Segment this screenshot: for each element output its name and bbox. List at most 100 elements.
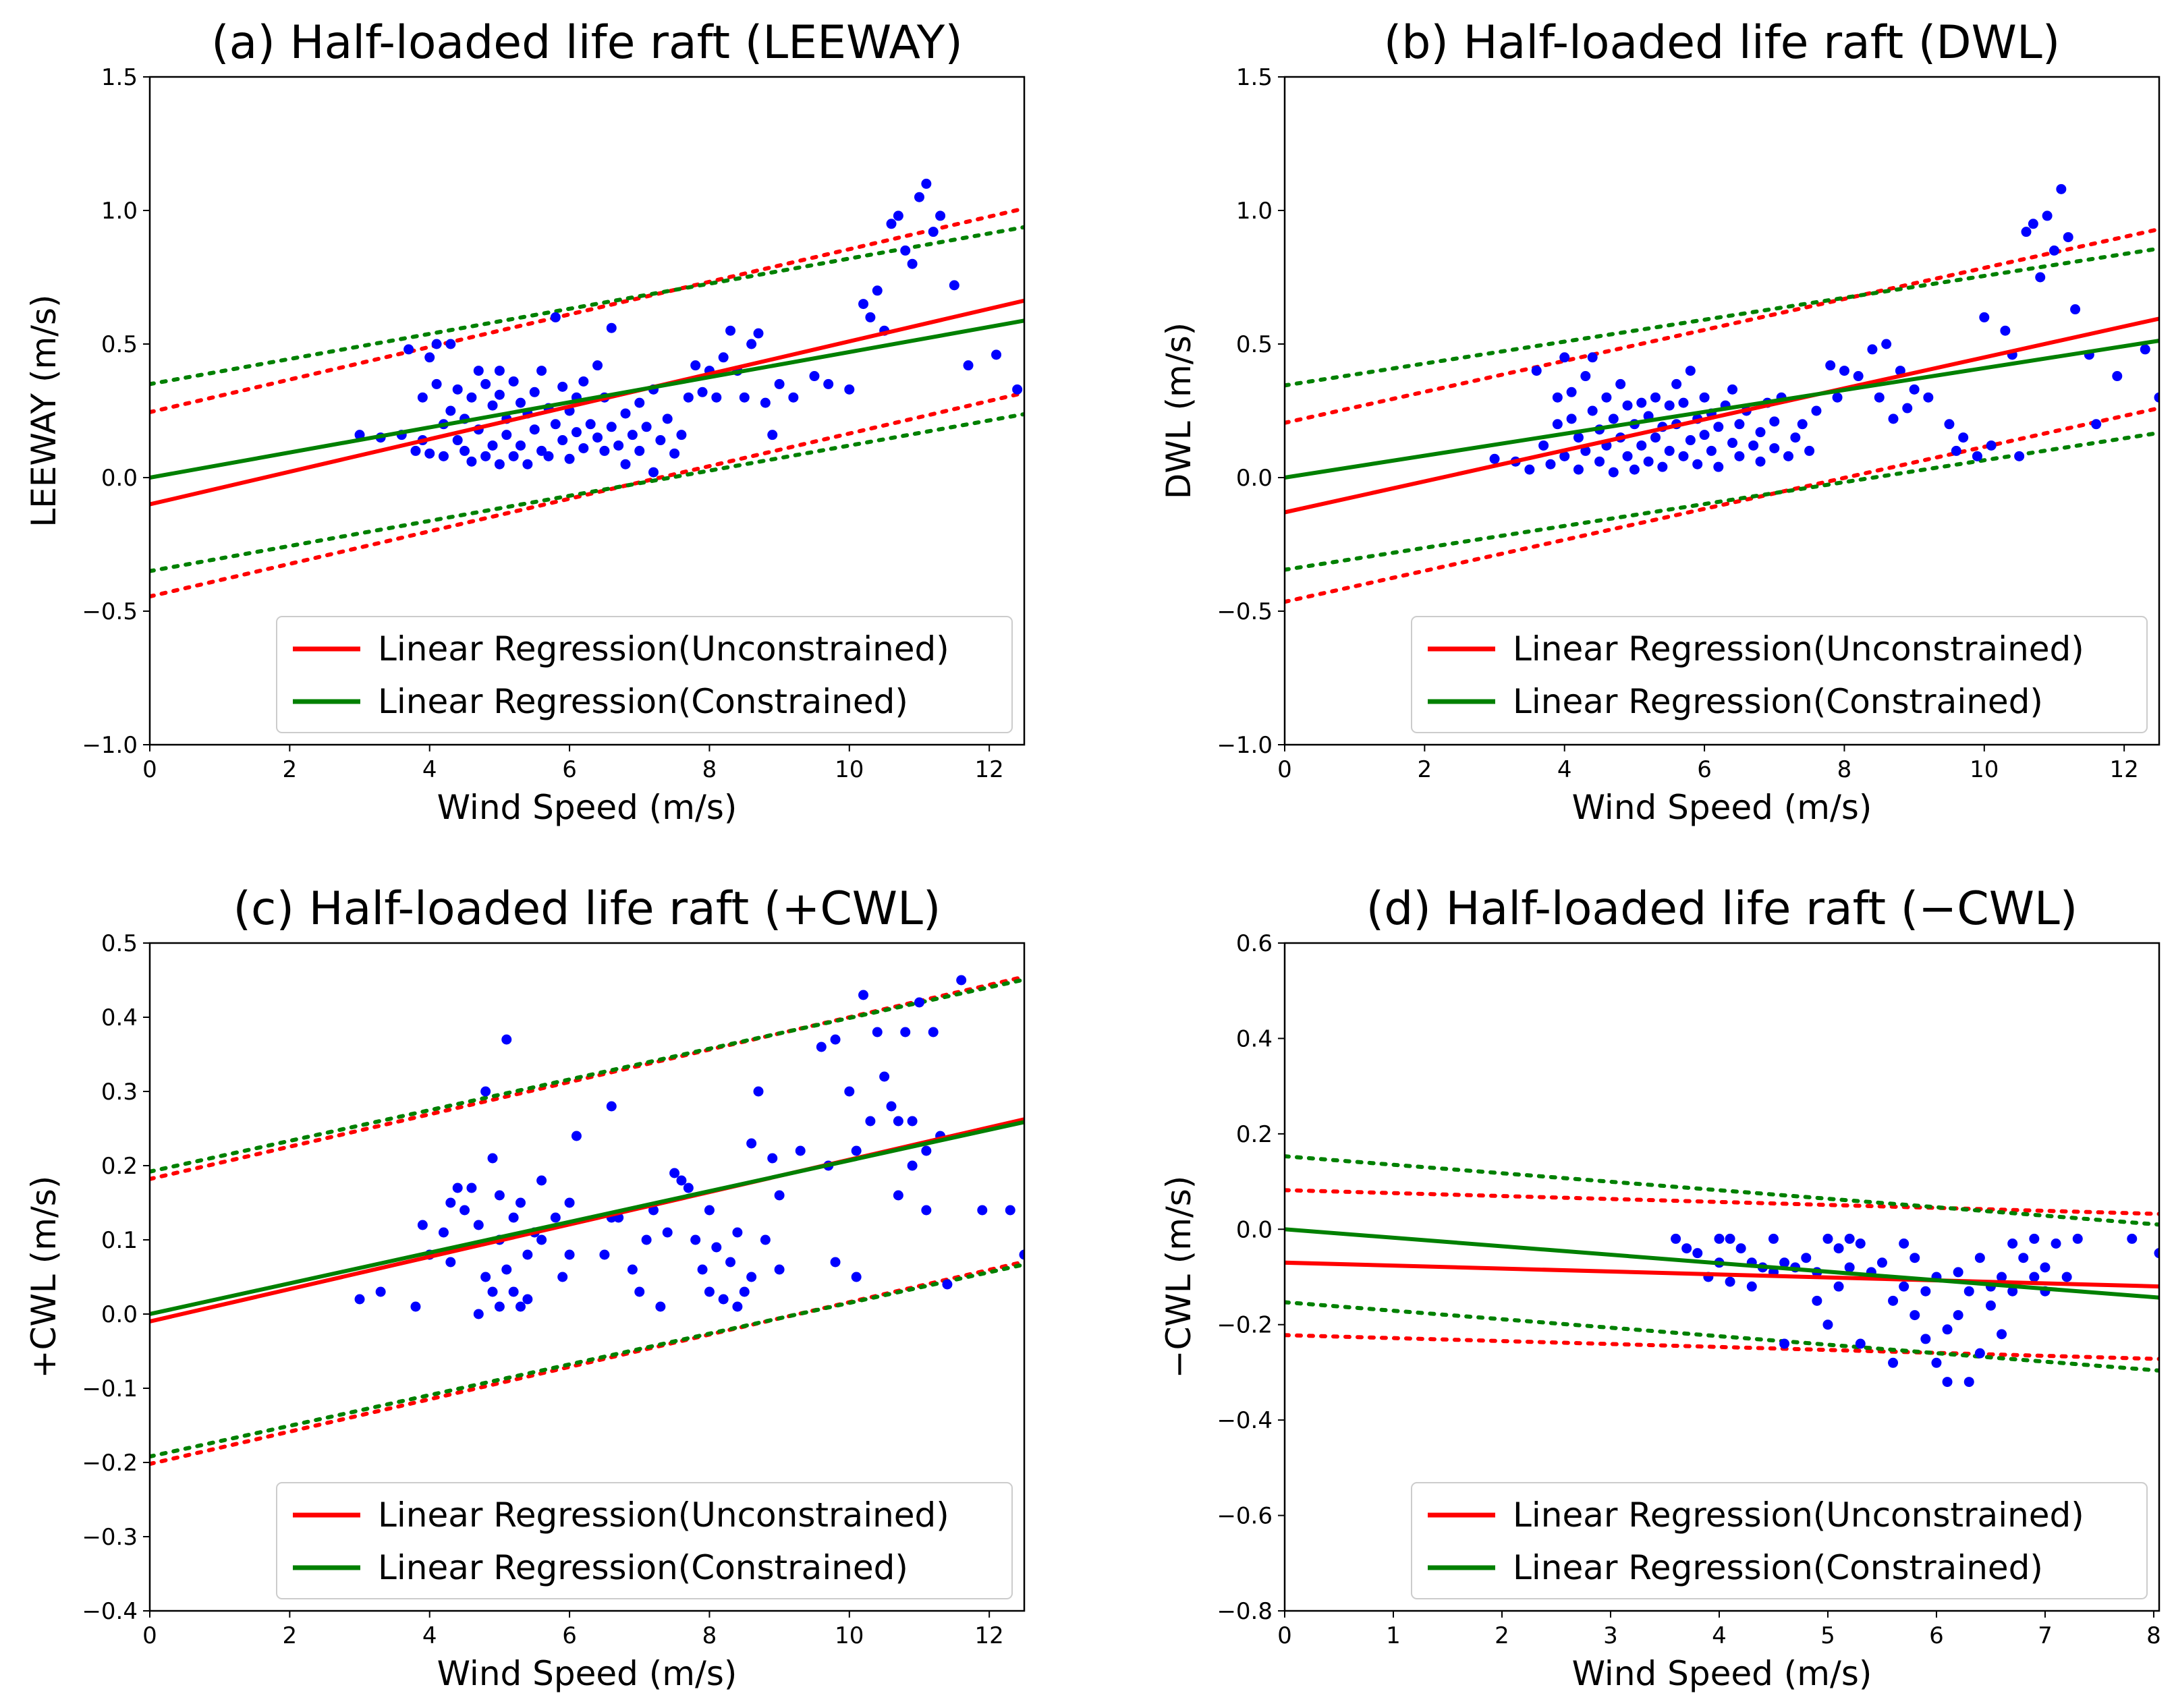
data-point — [1580, 445, 1591, 456]
lower-band-unconstrained — [150, 1259, 1024, 1467]
data-point — [627, 430, 638, 440]
data-point — [921, 1205, 932, 1216]
y-tick-label: 1.5 — [1236, 64, 1273, 91]
legend-label: Linear Regression(Constrained) — [378, 682, 908, 721]
y-tick-label: 1.5 — [101, 64, 138, 91]
data-point — [424, 448, 435, 459]
legend-label: Linear Regression(Unconstrained) — [1513, 1496, 2084, 1535]
data-point — [1963, 1377, 1974, 1388]
chart-title: (c) Half-loaded life raft (+CWL) — [233, 882, 941, 936]
data-point — [1874, 392, 1885, 403]
data-point — [1699, 392, 1710, 403]
data-point — [900, 245, 911, 256]
data-point — [1812, 1295, 1822, 1306]
x-tick-label: 8 — [702, 756, 717, 783]
data-point — [1650, 392, 1661, 403]
y-tick-label: 0.0 — [1236, 465, 1273, 492]
data-point — [487, 440, 498, 451]
plot-area — [150, 178, 1024, 599]
data-point — [1867, 344, 1878, 355]
data-point — [515, 440, 526, 451]
regression-line-constrained — [150, 318, 1024, 480]
data-point — [354, 1294, 365, 1305]
data-point — [1636, 440, 1647, 451]
x-axis-label: Wind Speed (m/s) — [437, 788, 737, 827]
panel-1: (a) Half-loaded life raft (LEEWAY) 0 2 4 6 8 1… — [24, 16, 1026, 827]
data-point — [445, 339, 456, 349]
y-tick-label: −1.0 — [1217, 732, 1273, 759]
legend-label: Linear Regression(Constrained) — [1513, 682, 2043, 721]
data-point — [914, 997, 924, 1008]
data-point — [431, 378, 442, 389]
legend-label: Linear Regression(Unconstrained) — [378, 629, 949, 668]
data-point — [704, 1286, 715, 1297]
data-point — [515, 1301, 526, 1312]
data-point — [2063, 232, 2073, 243]
data-point — [1997, 1272, 2007, 1282]
data-point — [1985, 1300, 1996, 1311]
y-tick-label: 0.1 — [101, 1227, 138, 1254]
data-point — [1822, 1319, 1833, 1330]
y-tick-label: −0.6 — [1217, 1503, 1273, 1530]
data-point — [1876, 1257, 1887, 1268]
data-point — [774, 1264, 785, 1275]
x-tick-label: 6 — [1697, 756, 1712, 783]
data-point — [746, 1272, 757, 1282]
data-point — [473, 1220, 484, 1230]
data-point — [459, 445, 470, 456]
data-point — [830, 1257, 841, 1268]
regression-line-constrained — [150, 1120, 1024, 1316]
data-point — [648, 467, 659, 478]
data-point — [1671, 1233, 1681, 1244]
data-point — [1664, 400, 1675, 411]
regression-line-unconstrained — [1285, 316, 2159, 515]
data-point — [1608, 414, 1619, 424]
data-point — [634, 1286, 645, 1297]
data-point — [1573, 464, 1584, 475]
data-point — [1888, 1357, 1899, 1368]
data-point — [536, 445, 547, 456]
legend: Linear Regression(Unconstrained) Linear R… — [276, 616, 1013, 733]
regression-line-constrained — [1285, 339, 2159, 480]
data-point — [1559, 352, 1570, 363]
data-point — [1727, 384, 1738, 395]
y-tick-label: 0.5 — [101, 331, 138, 358]
data-point — [1920, 1334, 1931, 1344]
legend-label: Linear Regression(Constrained) — [1513, 1548, 2043, 1587]
data-point — [2112, 371, 2123, 382]
data-point — [641, 422, 652, 432]
plot-frame — [1283, 76, 2161, 746]
data-point — [865, 1116, 876, 1127]
data-point — [753, 1086, 764, 1097]
data-point — [2028, 219, 2038, 229]
data-point — [2154, 392, 2159, 403]
data-point — [557, 1272, 568, 1282]
data-point — [522, 1294, 533, 1305]
data-point — [1931, 1357, 1942, 1368]
legend: Linear Regression(Unconstrained) Linear R… — [1411, 616, 2148, 733]
data-point — [2029, 1272, 2040, 1282]
data-point — [956, 975, 967, 986]
x-tick-label: 8 — [702, 1622, 717, 1649]
upper-band-unconstrained — [150, 206, 1024, 414]
data-point — [487, 400, 498, 411]
data-point — [1899, 1239, 1910, 1249]
data-point — [1899, 1281, 1910, 1292]
x-axis-label: Wind Speed (m/s) — [437, 1654, 737, 1693]
data-point — [1587, 352, 1598, 363]
data-point — [683, 392, 694, 403]
data-point — [613, 440, 624, 451]
data-point — [522, 1249, 533, 1260]
data-point — [746, 1138, 757, 1149]
data-point — [1769, 416, 1780, 427]
data-point — [1768, 1233, 1779, 1244]
data-point — [2061, 1272, 2072, 1282]
data-point — [886, 1101, 897, 1112]
data-point — [2000, 325, 2011, 336]
data-point — [1681, 1243, 1692, 1254]
y-tick-label: 0.0 — [101, 465, 138, 492]
data-point — [1783, 451, 1793, 461]
data-point — [907, 1160, 918, 1171]
data-point — [893, 1116, 903, 1127]
legend-box — [276, 1482, 1013, 1599]
